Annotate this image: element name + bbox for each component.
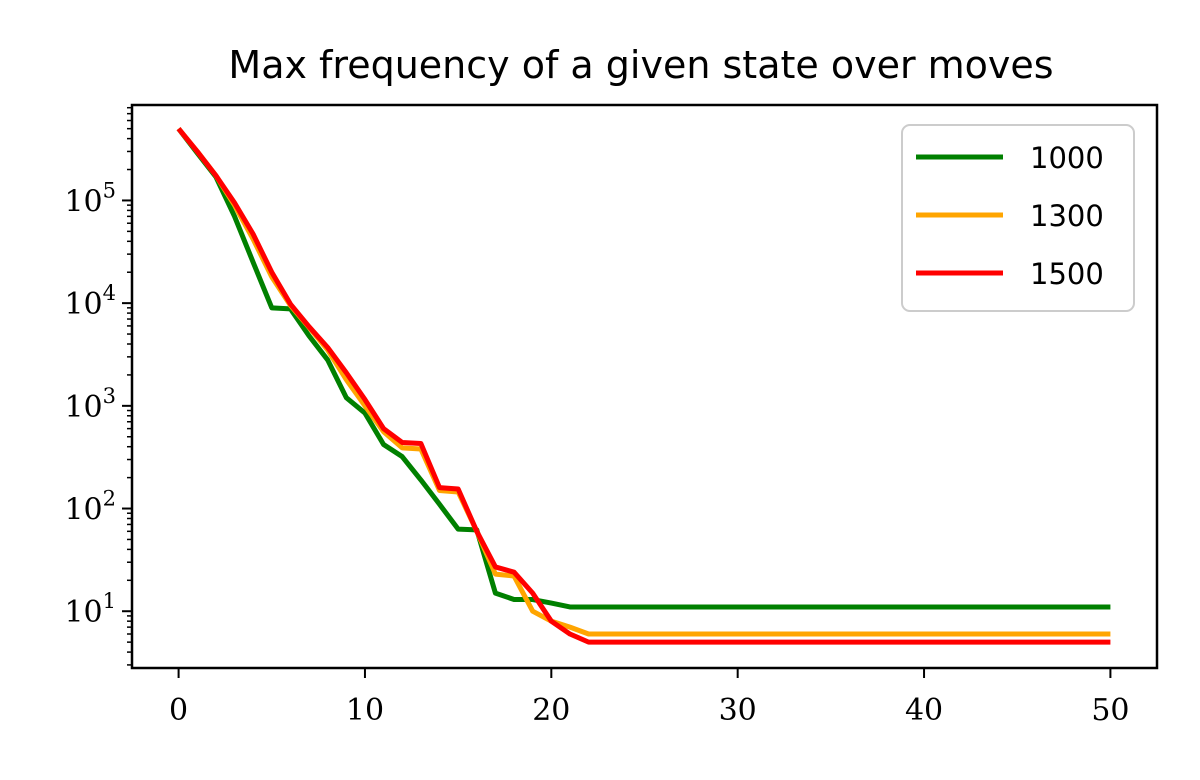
legend-box <box>901 124 1135 312</box>
x-tick-label: 0 <box>169 693 188 728</box>
legend-label-1500: 1500 <box>1030 257 1104 291</box>
y-tick-label: 105 <box>64 178 116 219</box>
y-axis: 101 102 103 104 105 <box>64 106 132 666</box>
x-axis: 0 10 20 30 40 50 <box>169 668 1130 728</box>
x-tick-label: 50 <box>1091 693 1129 728</box>
y-tick-label: 103 <box>64 384 116 425</box>
plot-frame <box>130 103 1159 670</box>
x-tick-label: 20 <box>532 693 570 728</box>
y-tick-label: 102 <box>64 487 116 528</box>
legend-label-1000: 1000 <box>1030 141 1104 175</box>
x-tick-label: 40 <box>905 693 943 728</box>
y-tick-label: 101 <box>64 589 116 630</box>
legend-label-1300: 1300 <box>1030 199 1104 233</box>
x-tick-label: 30 <box>719 693 757 728</box>
series-line-1500 <box>176 127 1111 645</box>
legend: 1000 1300 1500 <box>901 124 1135 312</box>
y-tick-label: 104 <box>64 281 116 322</box>
x-tick-label: 10 <box>346 693 384 728</box>
chart-title: Max frequency of a given state over move… <box>228 43 1053 87</box>
plot-lines <box>176 127 1111 645</box>
series-line-1000 <box>176 127 1111 610</box>
